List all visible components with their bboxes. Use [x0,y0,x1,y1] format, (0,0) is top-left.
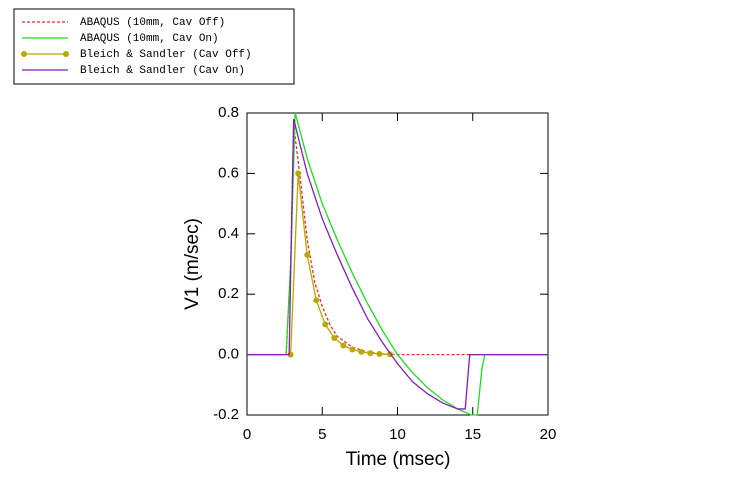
series-marker [349,346,356,353]
x-tick-label: 0 [243,426,251,443]
y-tick-label: 0.6 [218,164,239,181]
legend-box [13,8,295,85]
series-line [247,112,548,416]
y-tick-label: 0.2 [218,285,239,302]
series-marker [322,321,329,328]
series-marker [340,342,347,349]
legend-marker [21,51,27,57]
x-axis-label: Time (msec) [346,449,451,470]
x-tick-label: 15 [464,426,481,443]
series-marker [304,251,311,258]
series-marker [376,350,383,357]
series-marker [358,348,365,355]
legend-label: Bleich & Sandler (Cav Off) [80,49,252,61]
series-marker [367,350,374,357]
series-marker [295,170,302,177]
series-marker [313,297,320,304]
x-tick-label: 5 [318,426,326,443]
legend-marker [63,51,69,57]
y-tick-label: 0.4 [218,225,239,242]
series-line [289,173,390,355]
x-tick-label: 10 [389,426,406,443]
y-tick-label: 0.0 [218,346,239,363]
y-tick-label: -0.2 [213,406,239,423]
series-marker [331,334,338,341]
y-axis-label: V1 (m/sec) [182,218,203,310]
legend-label: ABAQUS (10mm, Cav Off) [80,17,225,29]
plot-frame [246,112,549,416]
x-tick-label: 20 [540,426,557,443]
series-line [247,118,548,410]
legend-label: Bleich & Sandler (Cav On) [80,65,245,77]
y-tick-label: 0.8 [218,104,239,121]
legend-label: ABAQUS (10mm, Cav On) [80,33,219,45]
